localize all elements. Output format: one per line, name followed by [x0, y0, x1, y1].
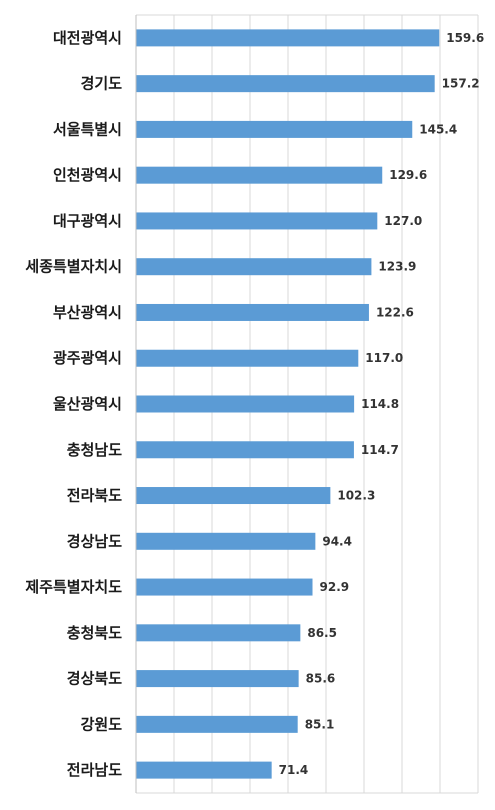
category-label: 강원도: [81, 715, 123, 733]
bar: [136, 212, 378, 230]
category-label: 경기도: [81, 75, 123, 93]
data-label: 123.9: [378, 260, 416, 274]
data-label: 157.2: [442, 77, 480, 91]
category-label: 대전광역시: [53, 29, 122, 47]
category-label: 서울특별시: [53, 120, 122, 138]
data-label: 71.4: [279, 763, 309, 777]
category-label: 세종특별자치시: [25, 258, 122, 276]
data-label: 102.3: [337, 489, 375, 503]
data-label: 117.0: [365, 351, 403, 365]
data-label: 86.5: [307, 626, 337, 640]
category-label: 경상남도: [67, 532, 122, 550]
bar: [136, 303, 369, 321]
bar: [136, 670, 299, 688]
bar: [136, 761, 272, 779]
bar: [136, 349, 359, 367]
category-label: 경상북도: [67, 670, 122, 688]
category-label: 울산광역시: [53, 395, 122, 413]
bar: [136, 715, 298, 733]
category-label: 제주특별자치도: [25, 578, 122, 596]
data-label: 145.4: [419, 122, 457, 136]
bar: [136, 395, 355, 413]
category-label: 전라북도: [67, 487, 122, 505]
data-label: 159.6: [446, 31, 484, 45]
bar: [136, 532, 316, 550]
data-label: 114.7: [361, 443, 399, 457]
bar: [136, 166, 383, 184]
data-label: 114.8: [361, 397, 399, 411]
bar: [136, 29, 440, 47]
bar: [136, 624, 301, 642]
bar: [136, 258, 372, 276]
data-label: 85.1: [305, 717, 335, 731]
bar: [136, 120, 413, 138]
data-label: 127.0: [384, 214, 422, 228]
category-label: 부산광역시: [53, 303, 122, 321]
data-label: 122.6: [376, 305, 414, 319]
category-label: 광주광역시: [53, 349, 122, 367]
bar: [136, 441, 354, 459]
bar: [136, 487, 331, 505]
bar: [136, 578, 313, 596]
data-label: 92.9: [320, 580, 350, 594]
category-label: 인천광역시: [53, 166, 122, 184]
category-label: 대구광역시: [53, 212, 122, 230]
bar: [136, 75, 435, 93]
data-label: 94.4: [322, 534, 352, 548]
data-label: 85.6: [306, 672, 336, 686]
category-label: 충청북도: [67, 624, 122, 642]
category-label: 충청남도: [67, 441, 122, 459]
data-label: 129.6: [389, 168, 427, 182]
category-label: 전라남도: [67, 761, 122, 779]
